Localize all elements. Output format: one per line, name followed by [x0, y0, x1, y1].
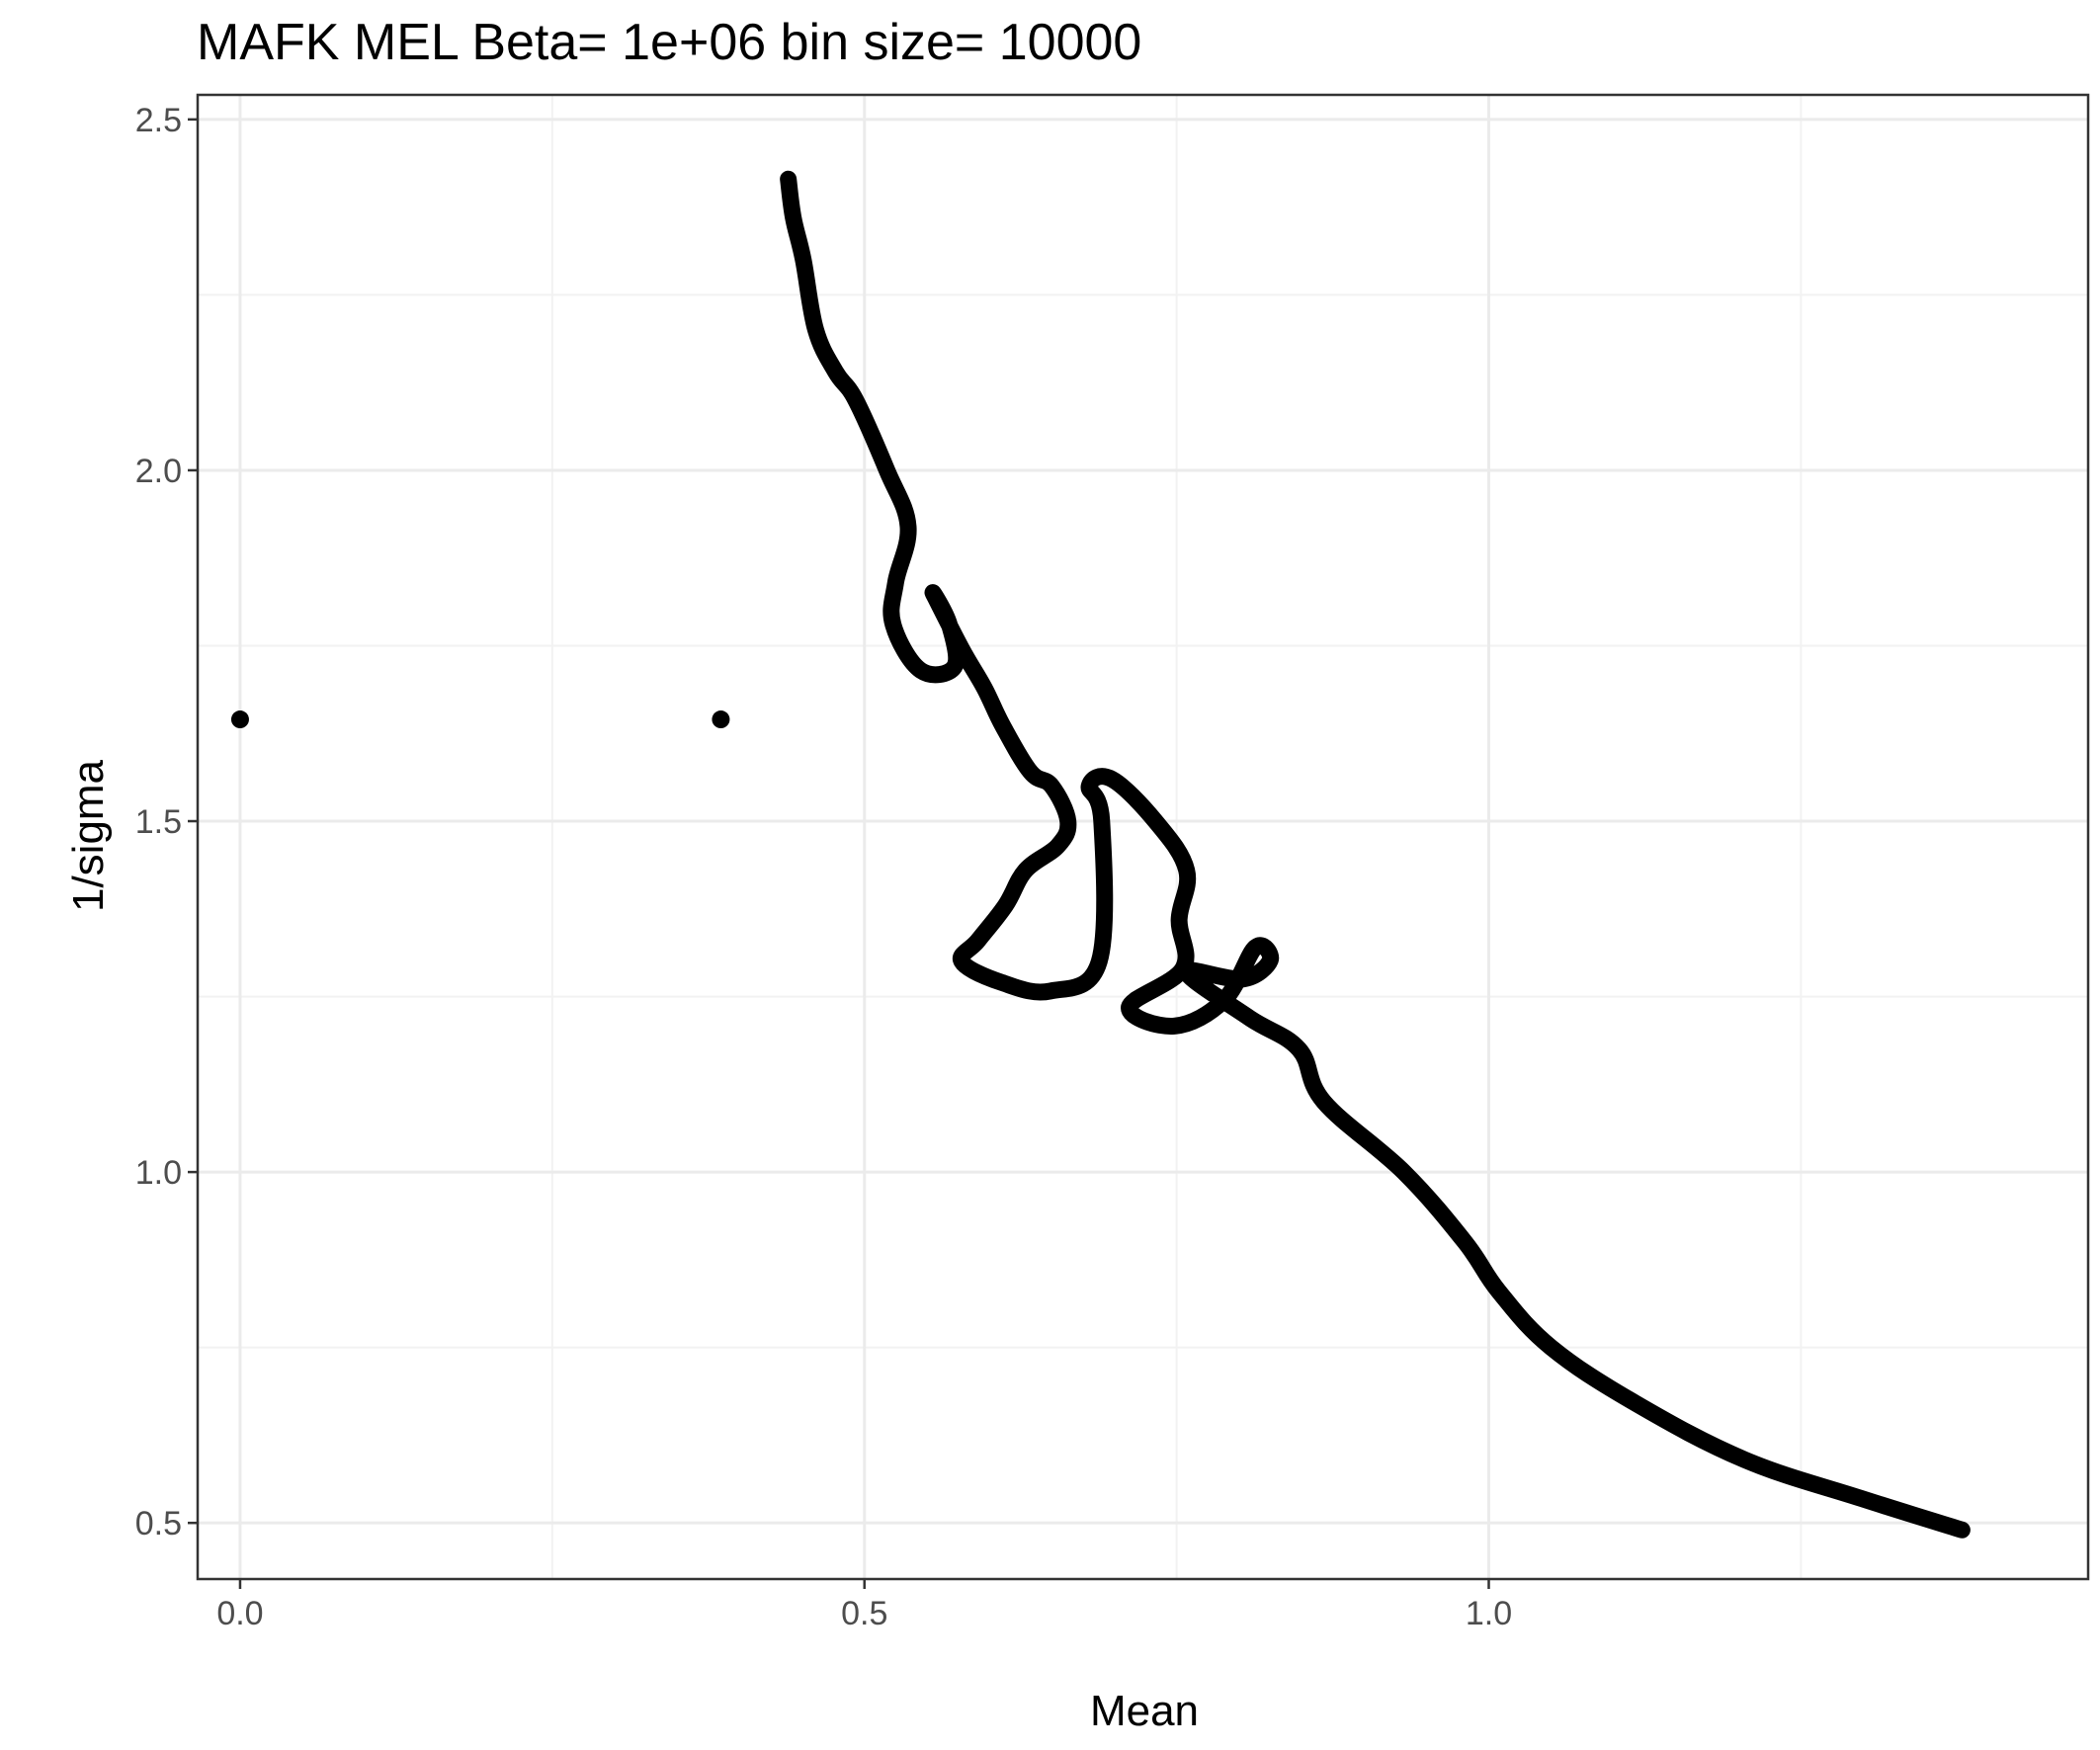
x-axis-title: Mean — [1090, 1687, 1199, 1735]
data-point — [230, 710, 249, 729]
y-tick-label: 2.0 — [135, 453, 182, 490]
axis-layer: 0.0 0.5 1.0 0.5 1.0 1.5 2.0 2.5 — [135, 102, 1512, 1632]
y-tick-label: 0.5 — [135, 1505, 182, 1542]
y-tick-label: 1.0 — [135, 1154, 182, 1192]
y-tick-label: 1.5 — [135, 803, 182, 841]
data-layer — [230, 170, 1971, 1539]
panel-border — [196, 93, 2090, 1581]
chart-title: MAFK MEL Beta= 1e+06 bin size= 10000 — [197, 14, 1141, 71]
y-tick-label: 2.5 — [135, 102, 182, 139]
y-axis-title: 1/sigma — [64, 759, 113, 912]
x-tick-label: 1.0 — [1466, 1595, 1512, 1632]
series-line — [780, 170, 1971, 1539]
x-tick-label: 0.0 — [216, 1595, 263, 1632]
x-tick-label: 0.5 — [841, 1595, 887, 1632]
data-point — [712, 710, 730, 729]
